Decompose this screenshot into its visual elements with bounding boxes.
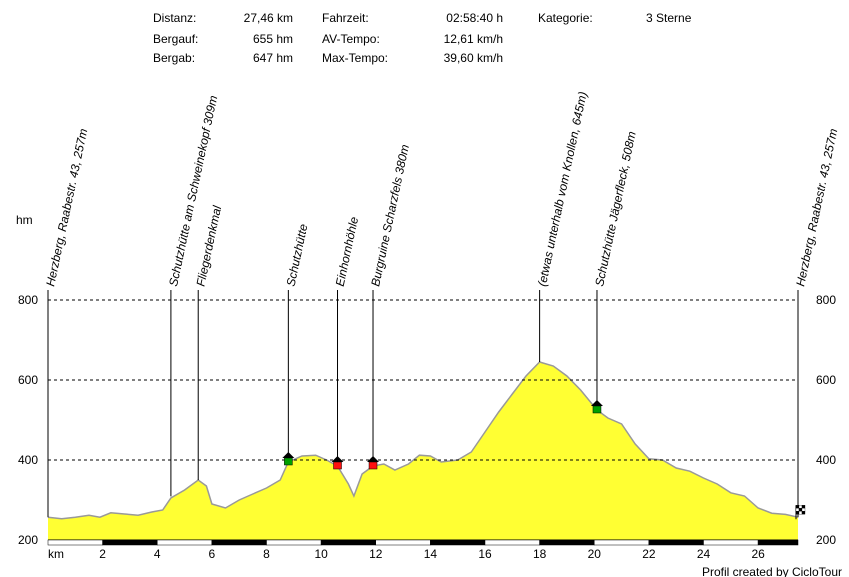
stat-value-max-tempo: 39,60 km/h <box>443 51 503 65</box>
km-bar-segment <box>757 539 799 546</box>
km-bar-segment <box>156 539 213 546</box>
km-bar-segment <box>375 539 431 546</box>
x-tick-26: 26 <box>751 547 765 561</box>
km-bar-segment <box>266 539 322 546</box>
flag-cell <box>795 508 800 512</box>
x-tick-18: 18 <box>533 547 547 561</box>
x-tick-12: 12 <box>369 547 383 561</box>
x-tick-10: 10 <box>314 547 328 561</box>
stat-label-kategorie: Kategorie: <box>538 11 593 25</box>
hut-roof <box>590 400 603 406</box>
elevation-area <box>48 362 798 540</box>
x-tick-20: 20 <box>588 547 602 561</box>
stat-label-fahrzeit: Fahrzeit: <box>322 11 369 25</box>
stat-value-bergauf: 655 hm <box>252 32 293 46</box>
waypoint-label-8: Herzberg, Raabestr. 43, 257m <box>793 127 840 287</box>
y-tick-left-600: 600 <box>18 373 38 387</box>
waypoint-label-4: Einhornhöhle <box>333 215 361 287</box>
hut-roof <box>331 456 344 462</box>
tour-stats: Distanz: 27,46 km Bergauf: 655 hm Bergab… <box>0 0 849 70</box>
x-tick-4: 4 <box>154 547 161 561</box>
flag-cell <box>801 505 806 509</box>
stat-value-av-tempo: 12,61 km/h <box>443 32 503 46</box>
flag-cell <box>795 505 800 509</box>
waypoint-label-0: Herzberg, Raabestr. 43, 257m <box>43 127 90 287</box>
km-bar-segment <box>593 539 650 546</box>
x-axis-unit-label: km <box>48 547 64 561</box>
x-tick-2: 2 <box>99 547 106 561</box>
waypoint-label-2: Fliegerdenkmal <box>193 204 224 287</box>
km-bar-segment <box>648 539 704 546</box>
hut-body <box>284 457 293 466</box>
stat-label-bergab: Bergab: <box>153 51 196 65</box>
flag-cell <box>798 508 803 512</box>
x-tick-16: 16 <box>478 547 492 561</box>
stat-value-fahrzeit: 02:58:40 h <box>446 11 503 25</box>
km-bar-segment <box>539 539 595 546</box>
hut-body <box>333 461 342 470</box>
hut-roof <box>367 456 380 462</box>
stat-value-bergab: 647 hm <box>252 51 293 65</box>
stat-label-av-tempo: AV-Tempo: <box>322 32 380 46</box>
flag-cell <box>798 505 803 509</box>
y-tick-right-400: 400 <box>816 453 836 467</box>
y-tick-left-400: 400 <box>18 453 38 467</box>
waypoint-label-5: Burgruine Scharzfels 380m <box>368 143 412 287</box>
finish-flag-icon <box>795 505 806 520</box>
hut-icon-4 <box>331 456 344 470</box>
stat-label-bergauf: Bergauf: <box>153 32 199 46</box>
y-tick-right-200: 200 <box>816 533 836 547</box>
km-bar-segment <box>211 539 267 546</box>
y-tick-left-800: 800 <box>18 293 38 307</box>
hut-icon-7 <box>590 400 603 414</box>
flag-cell <box>795 511 800 515</box>
km-bar-segment <box>430 539 486 546</box>
y-axis-unit-label: hm <box>16 213 33 227</box>
y-tick-left-200: 200 <box>18 533 38 547</box>
hut-body <box>368 461 378 470</box>
flag-cell <box>801 511 806 515</box>
km-bar-segment <box>102 539 158 546</box>
y-tick-right-600: 600 <box>816 373 836 387</box>
stat-value-distanz: 27,46 km <box>243 11 293 25</box>
flag-cell <box>798 511 803 515</box>
x-tick-22: 22 <box>642 547 656 561</box>
y-tick-right-800: 800 <box>816 293 836 307</box>
x-tick-8: 8 <box>263 547 270 561</box>
km-bar-segment <box>47 539 103 546</box>
chart-credit: Profil created by CicloTour <box>702 565 842 577</box>
waypoint-label-3: Schutzhütte <box>284 222 311 287</box>
hut-icon-3 <box>282 452 295 466</box>
x-tick-14: 14 <box>424 547 438 561</box>
hut-roof <box>282 452 295 458</box>
stat-label-distanz: Distanz: <box>153 11 197 25</box>
km-bar-segment <box>703 539 759 546</box>
stat-label-max-tempo: Max-Tempo: <box>322 51 389 65</box>
stat-value-kategorie: 3 Sterne <box>646 11 692 25</box>
hut-icon-5 <box>367 456 380 470</box>
flag-cell <box>801 508 806 512</box>
km-bar-segment <box>484 539 540 546</box>
waypoint-label-7: Schutzhütte Jägerfleck, 508m <box>592 130 639 288</box>
x-tick-24: 24 <box>697 547 711 561</box>
x-tick-6: 6 <box>209 547 216 561</box>
waypoint-label-6: (etwas unterhalb vom Knollen, 645m) <box>535 90 590 287</box>
km-bar-segment <box>320 539 376 546</box>
hut-body <box>592 405 602 414</box>
